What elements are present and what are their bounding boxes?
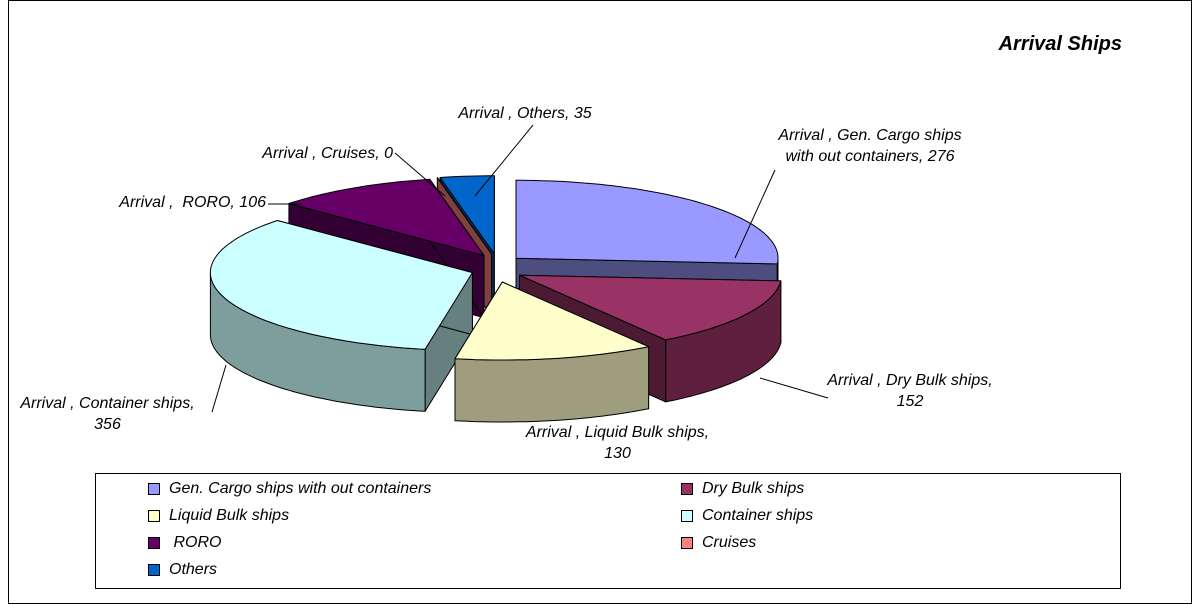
slice-top	[436, 177, 493, 255]
data-label: Arrival , Cruises, 0	[262, 145, 393, 162]
legend-label: Others	[169, 561, 218, 578]
legend-label: Gen. Cargo ships with out containers	[169, 480, 432, 497]
legend-label: Container ships	[702, 507, 814, 524]
legend-item: Others	[148, 561, 217, 579]
data-label: Arrival , Others, 35	[458, 105, 592, 122]
slice-top	[454, 281, 650, 361]
data-label: Arrival , Gen. Cargo ships with out cont…	[778, 127, 962, 165]
leader-line	[759, 377, 829, 399]
slice-top	[515, 179, 779, 265]
legend-swatch	[148, 483, 160, 495]
legend-label: Dry Bulk ships	[702, 480, 805, 497]
legend-swatch	[148, 564, 160, 576]
leader-line	[474, 124, 534, 197]
legend-item: Container ships	[681, 507, 813, 525]
legend-swatch	[681, 483, 693, 495]
legend-item: Gen. Cargo ships with out containers	[148, 480, 431, 498]
data-label: Arrival , Container ships, 356	[20, 395, 195, 433]
legend-label: RORO	[169, 534, 222, 551]
pie-slice	[454, 281, 650, 423]
legend-swatch	[148, 537, 160, 549]
legend-swatch	[681, 537, 693, 549]
chart-title: Arrival Ships	[998, 33, 1122, 55]
legend-item: Dry Bulk ships	[681, 480, 804, 498]
legend-swatch	[148, 510, 160, 522]
data-label: Arrival , Dry Bulk ships, 152	[827, 372, 993, 410]
legend-item: RORO	[148, 534, 221, 552]
slice-top	[288, 178, 485, 257]
leader-line	[394, 152, 446, 197]
data-label: Arrival , RORO, 106	[119, 194, 266, 211]
data-label: Arrival , Liquid Bulk ships, 130	[525, 424, 710, 462]
legend: Gen. Cargo ships with out containers Dry …	[95, 473, 1121, 589]
pie-slice	[209, 220, 473, 412]
leader-line	[734, 169, 776, 259]
leader-line	[211, 364, 227, 413]
slice-top	[519, 274, 782, 341]
legend-item: Liquid Bulk ships	[148, 507, 289, 525]
legend-swatch	[681, 510, 693, 522]
slice-top	[439, 175, 495, 255]
legend-label: Cruises	[702, 534, 757, 551]
slice-top	[209, 220, 473, 350]
legend-label: Liquid Bulk ships	[169, 507, 290, 524]
legend-item: Cruises	[681, 534, 756, 552]
